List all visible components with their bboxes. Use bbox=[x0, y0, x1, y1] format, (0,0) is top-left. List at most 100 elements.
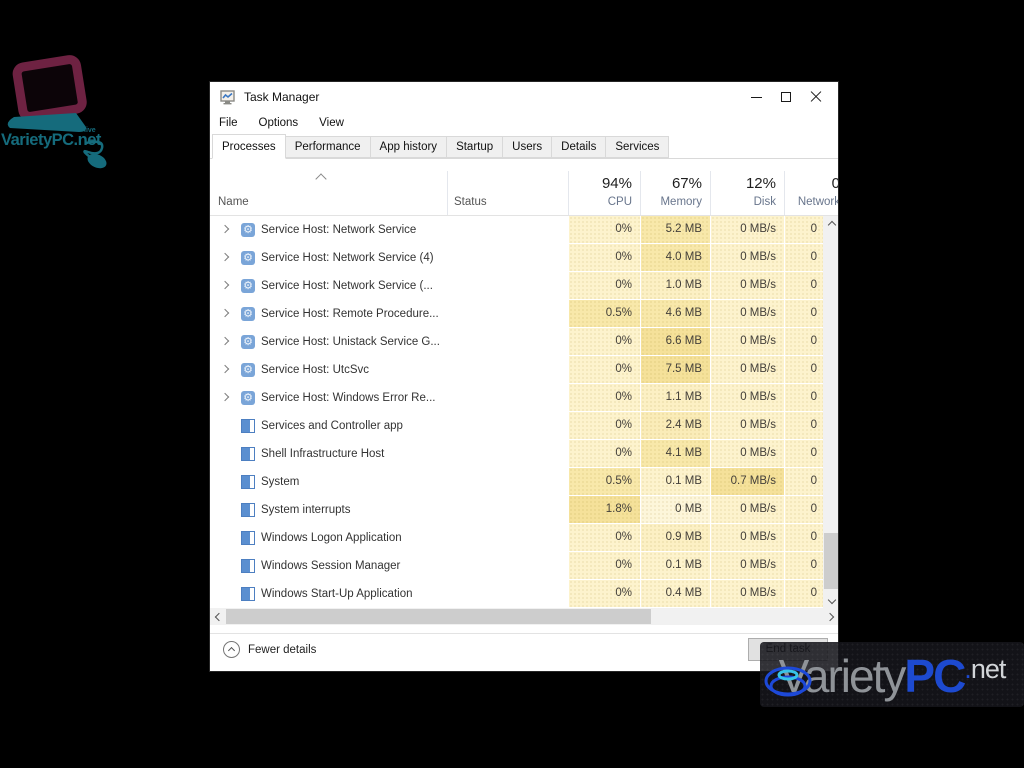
process-row[interactable]: ⚙ Service Host: Network Service 0% 5.2 M… bbox=[210, 216, 823, 244]
expand-chevron-icon[interactable] bbox=[220, 392, 230, 402]
monitor-base bbox=[7, 113, 87, 132]
process-row[interactable]: ⚙ Service Host: Network Service (4) 0% 4… bbox=[210, 244, 823, 272]
expand-chevron-icon[interactable] bbox=[220, 364, 230, 374]
scroll-left-button[interactable] bbox=[210, 608, 227, 625]
tab-startup[interactable]: Startup bbox=[446, 136, 504, 158]
menu-options[interactable]: Options bbox=[258, 117, 299, 129]
mouse-cable bbox=[83, 140, 104, 158]
app-window-icon bbox=[241, 419, 255, 433]
watermark-swirl-icon bbox=[764, 666, 812, 697]
expand-chevron-icon[interactable] bbox=[220, 336, 230, 346]
network-cell: 0 bbox=[784, 216, 823, 243]
process-row[interactable]: ⚙ Service Host: UtcSvc 0% 7.5 MB 0 MB/s … bbox=[210, 356, 823, 384]
process-row[interactable]: Windows Session Manager 0% 0.1 MB 0 MB/s… bbox=[210, 552, 823, 580]
process-name: Service Host: UtcSvc bbox=[261, 364, 369, 376]
minimize-button[interactable] bbox=[741, 85, 771, 109]
horizontal-scrollbar[interactable] bbox=[210, 608, 838, 625]
title-bar[interactable]: Task Manager bbox=[210, 82, 838, 112]
cpu-cell: 0% bbox=[568, 216, 640, 243]
menu-file[interactable]: File bbox=[219, 117, 238, 129]
tab-bar: Processes Performance App history Startu… bbox=[210, 134, 838, 159]
tab-users[interactable]: Users bbox=[502, 136, 553, 158]
memory-cell: 1.0 MB bbox=[640, 272, 710, 299]
memory-total-pct: 67% bbox=[671, 175, 702, 192]
network-cell: 0 bbox=[784, 496, 823, 523]
process-name: Service Host: Network Service (... bbox=[261, 280, 433, 292]
expand-chevron-icon[interactable] bbox=[220, 252, 230, 262]
disk-cell: 0 MB/s bbox=[710, 272, 784, 299]
column-header-name[interactable]: Name bbox=[218, 196, 249, 208]
process-row[interactable]: ⚙ Service Host: Windows Error Re... 0% 1… bbox=[210, 384, 823, 412]
process-row[interactable]: System 0.5% 0.1 MB 0.7 MB/s 0 bbox=[210, 468, 823, 496]
process-name: Service Host: Windows Error Re... bbox=[261, 392, 436, 404]
tab-app-history[interactable]: App history bbox=[369, 136, 448, 158]
network-cell: 0 bbox=[784, 384, 823, 411]
menu-bar: File Options View bbox=[210, 112, 838, 134]
vertical-scrollbar[interactable] bbox=[823, 216, 838, 608]
disk-cell: 0 MB/s bbox=[710, 216, 784, 243]
process-row[interactable]: ⚙ Service Host: Remote Procedure... 0.5%… bbox=[210, 300, 823, 328]
network-cell: 0 bbox=[784, 524, 823, 551]
expand-chevron-icon[interactable] bbox=[220, 308, 230, 318]
memory-cell: 0.4 MB bbox=[640, 580, 710, 607]
network-cell: 0 bbox=[784, 328, 823, 355]
process-row[interactable]: ⚙ Service Host: Unistack Service G... 0%… bbox=[210, 328, 823, 356]
disk-cell: 0 MB/s bbox=[710, 328, 784, 355]
horizontal-scrollbar-thumb[interactable] bbox=[226, 609, 651, 624]
varietypc-watermark: Variety PC .net bbox=[760, 642, 1024, 707]
app-window-icon bbox=[241, 587, 255, 601]
process-row[interactable]: Windows Logon Application 0% 0.9 MB 0 MB… bbox=[210, 524, 823, 552]
tab-details[interactable]: Details bbox=[551, 136, 607, 158]
fewer-details-label: Fewer details bbox=[248, 643, 317, 656]
service-gear-icon: ⚙ bbox=[241, 307, 255, 321]
maximize-button[interactable] bbox=[771, 85, 801, 109]
disk-cell: 0 MB/s bbox=[710, 496, 784, 523]
column-header-memory[interactable]: 67% Memory bbox=[640, 175, 710, 208]
column-header-network[interactable]: 0 Network bbox=[784, 175, 838, 208]
cpu-cell: 0% bbox=[568, 412, 640, 439]
tab-services[interactable]: Services bbox=[605, 136, 670, 158]
network-cell: 0 bbox=[784, 552, 823, 579]
cpu-cell: 0% bbox=[568, 524, 640, 551]
cpu-cell: 0% bbox=[568, 580, 640, 607]
column-header-disk[interactable]: 12% Disk bbox=[710, 175, 784, 208]
tab-performance[interactable]: Performance bbox=[284, 136, 371, 158]
scroll-up-button[interactable] bbox=[823, 216, 838, 233]
scroll-down-button[interactable] bbox=[823, 591, 838, 608]
column-header-cpu[interactable]: 94% CPU bbox=[568, 175, 640, 208]
monitor-icon bbox=[12, 55, 87, 121]
expand-chevron-icon[interactable] bbox=[220, 280, 230, 290]
memory-cell: 4.0 MB bbox=[640, 244, 710, 271]
disk-cell: 0 MB/s bbox=[710, 412, 784, 439]
scroll-right-button[interactable] bbox=[821, 608, 838, 625]
process-row[interactable]: System interrupts 1.8% 0 MB 0 MB/s 0 bbox=[210, 496, 823, 524]
disk-cell: 0.7 MB/s bbox=[710, 468, 784, 495]
process-row[interactable]: Services and Controller app 0% 2.4 MB 0 … bbox=[210, 412, 823, 440]
expand-chevron-icon[interactable] bbox=[220, 224, 230, 234]
cpu-cell: 0% bbox=[568, 356, 640, 383]
disk-cell: 0 MB/s bbox=[710, 356, 784, 383]
window-title: Task Manager bbox=[244, 90, 320, 104]
process-name: Service Host: Unistack Service G... bbox=[261, 336, 440, 348]
column-header-status[interactable]: Status bbox=[454, 196, 487, 208]
menu-view[interactable]: View bbox=[319, 117, 344, 129]
process-list: ⚙ Service Host: Network Service 0% 5.2 M… bbox=[210, 216, 823, 608]
disk-cell: 0 MB/s bbox=[710, 580, 784, 607]
cpu-cell: 0% bbox=[568, 552, 640, 579]
close-button[interactable] bbox=[801, 85, 831, 109]
service-gear-icon: ⚙ bbox=[241, 279, 255, 293]
memory-cell: 0 MB bbox=[640, 496, 710, 523]
tab-processes[interactable]: Processes bbox=[212, 134, 286, 159]
cpu-cell: 0.5% bbox=[568, 468, 640, 495]
corner-logo-text: VarietyPC.net bbox=[1, 131, 102, 149]
chevron-down-icon bbox=[827, 595, 836, 604]
vertical-scrollbar-thumb[interactable] bbox=[824, 533, 838, 589]
process-row[interactable]: Windows Start-Up Application 0% 0.4 MB 0… bbox=[210, 580, 823, 608]
cpu-cell: 0% bbox=[568, 272, 640, 299]
fewer-details-toggle[interactable]: Fewer details bbox=[223, 641, 316, 658]
memory-cell: 0.1 MB bbox=[640, 552, 710, 579]
process-row[interactable]: Shell Infrastructure Host 0% 4.1 MB 0 MB… bbox=[210, 440, 823, 468]
process-row[interactable]: ⚙ Service Host: Network Service (... 0% … bbox=[210, 272, 823, 300]
disk-cell: 0 MB/s bbox=[710, 300, 784, 327]
